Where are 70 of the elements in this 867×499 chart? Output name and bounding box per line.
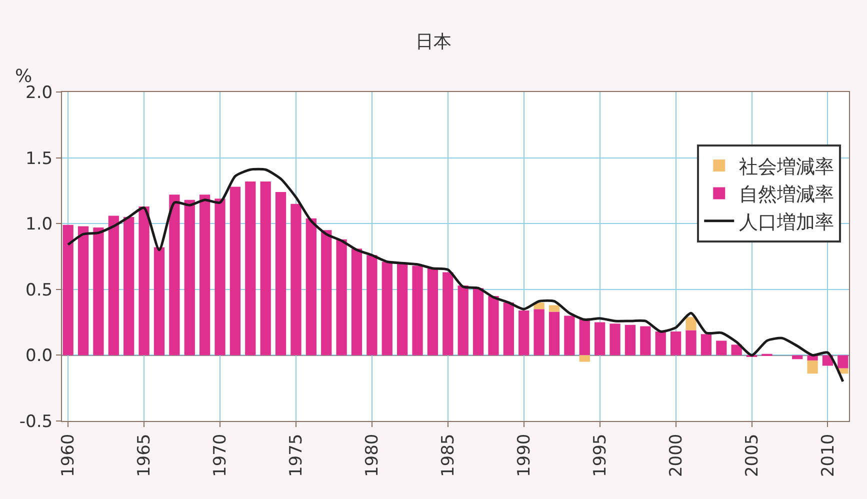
- bar: [275, 192, 286, 356]
- bar: [792, 355, 803, 360]
- bar: [518, 310, 530, 356]
- bar: [108, 216, 119, 356]
- bar: [534, 309, 544, 356]
- bar: [564, 316, 575, 356]
- bar: [548, 312, 560, 356]
- legend-label: 自然増減率: [739, 184, 834, 206]
- bar: [655, 332, 666, 356]
- bar: [214, 198, 226, 356]
- bar: [624, 324, 636, 356]
- bar: [351, 248, 362, 356]
- bar: [472, 288, 484, 356]
- bar: [594, 322, 606, 356]
- bar: [548, 305, 560, 312]
- x-tick-label: 1990: [514, 434, 534, 478]
- bar: [670, 332, 682, 356]
- x-tick-label: 1980: [362, 434, 382, 478]
- y-tick-label: -0.5: [19, 412, 53, 432]
- legend-label: 社会増減率: [739, 156, 834, 178]
- y-tick-label: 0.5: [26, 280, 53, 300]
- bar: [397, 263, 408, 356]
- bar: [124, 217, 134, 356]
- bar: [488, 296, 499, 356]
- x-tick-label: 1960: [58, 434, 79, 478]
- bar: [700, 334, 712, 356]
- bar: [306, 218, 316, 356]
- x-tick-label: 1970: [210, 434, 231, 478]
- x-tick-label: 1985: [438, 434, 458, 478]
- bar: [640, 326, 651, 356]
- bar: [200, 194, 210, 356]
- bar: [382, 262, 392, 356]
- x-tick-label: 1975: [286, 434, 306, 478]
- bar: [245, 181, 256, 356]
- bar: [579, 355, 590, 362]
- x-tick-label: 1995: [590, 434, 610, 478]
- x-tick-label: 1965: [134, 434, 155, 478]
- bar: [442, 272, 454, 356]
- bar: [336, 239, 347, 356]
- bar: [290, 204, 302, 356]
- y-tick-label: 0.0: [26, 346, 53, 366]
- bar: [412, 266, 423, 356]
- bar: [716, 340, 727, 356]
- bar: [321, 230, 332, 356]
- bar: [184, 200, 195, 356]
- bar: [807, 360, 818, 374]
- bar: [230, 186, 241, 356]
- bar: [838, 355, 848, 368]
- x-tick-label: 2000: [666, 434, 686, 478]
- x-tick-label: 2010: [818, 434, 838, 478]
- legend-label: 人口増加率: [739, 211, 834, 234]
- bar: [169, 194, 180, 356]
- y-tick-label: 1.0: [26, 214, 53, 235]
- bar: [138, 206, 150, 356]
- bar: [458, 285, 468, 356]
- bar: [503, 302, 514, 356]
- bar: [78, 226, 89, 356]
- bar: [427, 268, 438, 356]
- bar: [154, 247, 165, 356]
- bar: [62, 224, 74, 356]
- bar: [686, 317, 696, 330]
- bar: [93, 228, 104, 356]
- y-tick-label: 1.5: [26, 148, 53, 169]
- bar: [366, 255, 378, 356]
- bar: [610, 324, 620, 356]
- x-tick-label: 2005: [742, 434, 762, 478]
- bar: [686, 330, 696, 356]
- bar: [260, 181, 271, 356]
- bar: [579, 318, 590, 356]
- chart-title: 日本: [416, 32, 452, 53]
